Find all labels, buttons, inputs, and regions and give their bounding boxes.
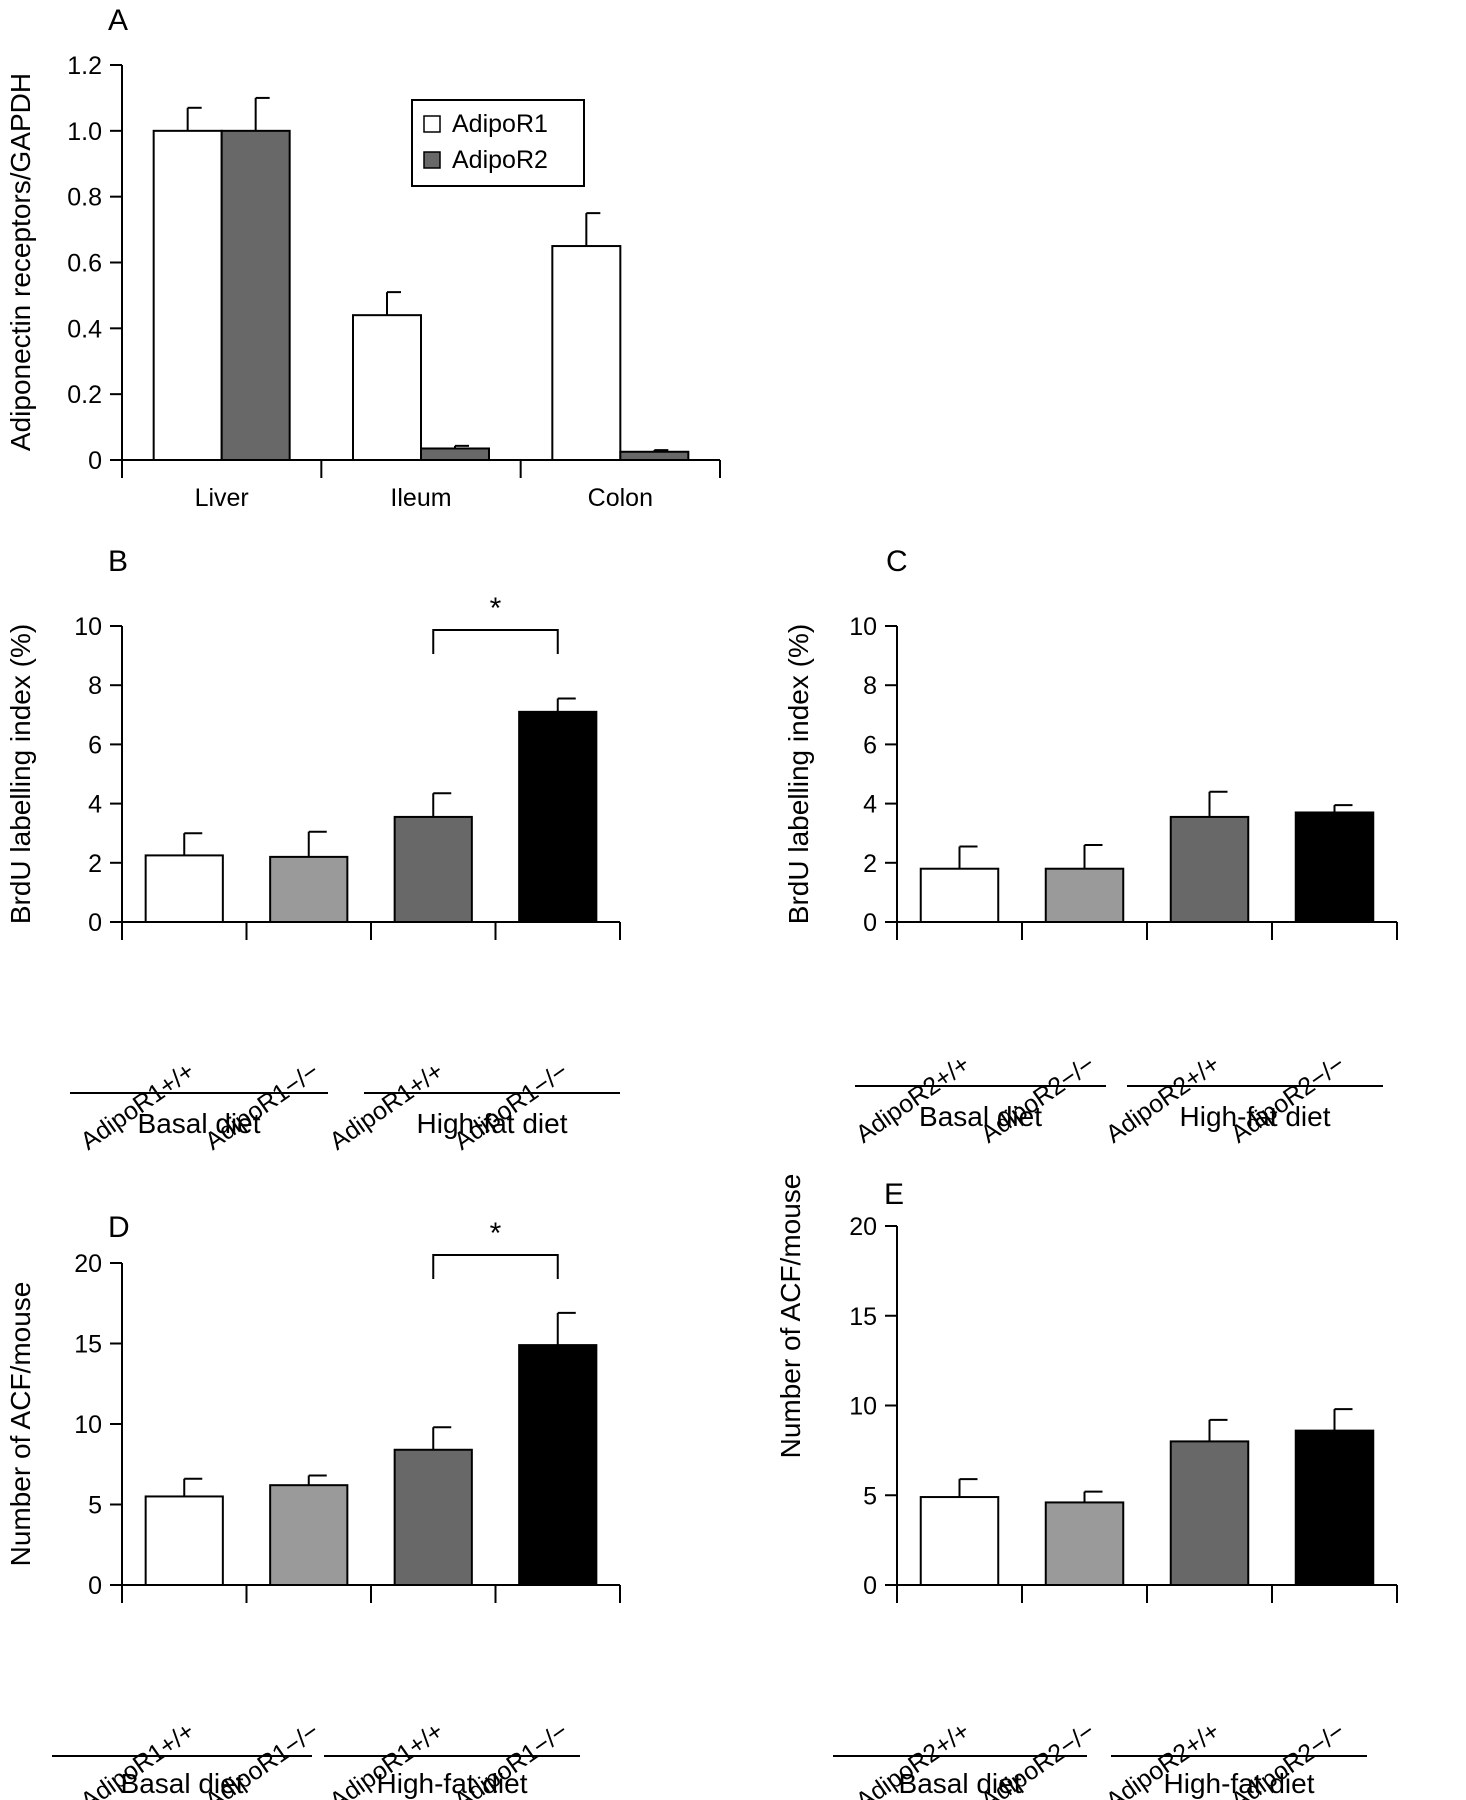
bar — [393, 815, 473, 923]
bar — [1044, 1501, 1125, 1587]
y-tick-label: 10 — [74, 613, 102, 641]
y-tick-label: 0.4 — [67, 315, 102, 343]
legend-box — [411, 99, 585, 187]
y-tick-label: 0 — [88, 1572, 102, 1600]
panel-c: C BrdU labelling index (%) 0 2 4 6 8 10 AdipoR2+… — [783, 545, 1398, 1149]
panel-letter: A — [108, 4, 128, 37]
y-axis-label: Number of ACF/mouse — [775, 1174, 806, 1459]
x-category-label: Colon — [588, 484, 653, 512]
x-category-label: AdipoR2−/− — [1226, 1050, 1350, 1149]
bar — [518, 710, 598, 924]
y-tick-label: 8 — [88, 672, 102, 700]
y-axis-label: BrdU labelling index (%) — [783, 624, 814, 924]
group-label: Basal diet — [138, 1108, 261, 1139]
bar — [919, 867, 1000, 923]
x-category-label: AdipoR1−/− — [449, 1057, 573, 1156]
group-label: High-fat diet — [417, 1108, 568, 1139]
bar — [919, 1496, 1000, 1587]
y-axis-label: Adiponectin receptors/GAPDH — [5, 73, 36, 451]
group-label: High-fat diet — [377, 1768, 528, 1799]
y-tick-label: 0.2 — [67, 381, 102, 409]
y-tick-label: 6 — [863, 731, 877, 759]
significance-bracket — [432, 629, 559, 654]
x-category-label: AdipoR2−/− — [976, 1050, 1100, 1149]
y-tick-label: 2 — [863, 850, 877, 878]
bar — [518, 1344, 598, 1586]
y-tick-label: 1.2 — [67, 52, 102, 80]
y-tick-label: 0 — [88, 909, 102, 937]
y-tick-label: 6 — [88, 731, 102, 759]
y-tick-label: 15 — [849, 1303, 877, 1331]
significance-bracket — [432, 1254, 559, 1279]
y-tick-label: 8 — [863, 672, 877, 700]
panel-a: A Adiponectin receptors/GAPDH 0 0.2 0.4 0.6 0.… — [5, 4, 721, 512]
y-tick-label: 0 — [88, 447, 102, 475]
bar — [420, 447, 490, 461]
panel-letter: C — [886, 545, 908, 578]
panel-b: B BrdU labelling index (%) 0 2 4 6 8 10 AdipoR1+… — [5, 545, 621, 1156]
x-category-label: AdipoR2+/+ — [851, 1050, 975, 1149]
bar — [269, 1484, 349, 1587]
y-tick-label: 4 — [88, 791, 102, 819]
bar — [220, 129, 291, 461]
group-label: High-fat diet — [1164, 1768, 1315, 1799]
bar — [269, 855, 349, 924]
y-tick-label: 10 — [74, 1411, 102, 1439]
x-category-label: AdipoR1−/− — [200, 1057, 324, 1156]
group-label: Basal diet — [899, 1768, 1022, 1799]
group-label: Basal diet — [121, 1768, 244, 1799]
y-tick-label: 15 — [74, 1331, 102, 1359]
y-tick-label: 0.6 — [67, 250, 102, 278]
x-category-label: AdipoR1+/+ — [75, 1057, 199, 1156]
panel-letter: D — [108, 1211, 130, 1244]
bar — [619, 450, 690, 462]
y-tick-label: 5 — [863, 1482, 877, 1510]
significance-star: * — [490, 592, 502, 625]
y-tick-label: 2 — [88, 850, 102, 878]
legend-swatch — [423, 115, 441, 133]
y-tick-label: 4 — [863, 791, 877, 819]
legend-label: AdipoR2 — [452, 146, 548, 174]
y-tick-label: 5 — [88, 1492, 102, 1520]
x-category-label: AdipoR2+/+ — [1101, 1050, 1225, 1149]
panel-letter: E — [884, 1178, 904, 1211]
panel-letter: B — [108, 545, 128, 578]
y-tick-label: 0 — [863, 1572, 877, 1600]
x-category-label: AdipoR1+/+ — [324, 1057, 448, 1156]
legend: AdipoR1 AdipoR2 — [411, 99, 585, 187]
y-tick-label: 20 — [849, 1213, 877, 1241]
bar — [152, 129, 223, 461]
legend-swatch — [423, 151, 441, 169]
bar — [1294, 811, 1375, 923]
significance-star: * — [490, 1217, 502, 1250]
bar — [1169, 1440, 1250, 1587]
y-axis-label: BrdU labelling index (%) — [5, 624, 36, 924]
bar — [144, 854, 224, 924]
bar — [352, 314, 422, 461]
y-tick-label: 20 — [74, 1250, 102, 1278]
y-axis-label: Number of ACF/mouse — [5, 1282, 36, 1567]
x-category-label: Ileum — [390, 484, 451, 512]
x-category-label: Liver — [195, 484, 249, 512]
legend-label: AdipoR1 — [452, 110, 548, 138]
y-tick-label: 0 — [863, 909, 877, 937]
y-tick-label: 10 — [849, 1393, 877, 1421]
group-label: Basal diet — [919, 1101, 1042, 1132]
group-label: High-fat diet — [1180, 1101, 1331, 1132]
bar — [1294, 1429, 1375, 1586]
y-tick-label: 1.0 — [67, 118, 102, 146]
bar — [1044, 867, 1125, 923]
y-tick-label: 0.8 — [67, 184, 102, 212]
bar — [144, 1495, 224, 1586]
y-tick-label: 10 — [849, 613, 877, 641]
bar — [1169, 815, 1250, 923]
bar — [393, 1448, 473, 1587]
bar — [551, 245, 622, 461]
